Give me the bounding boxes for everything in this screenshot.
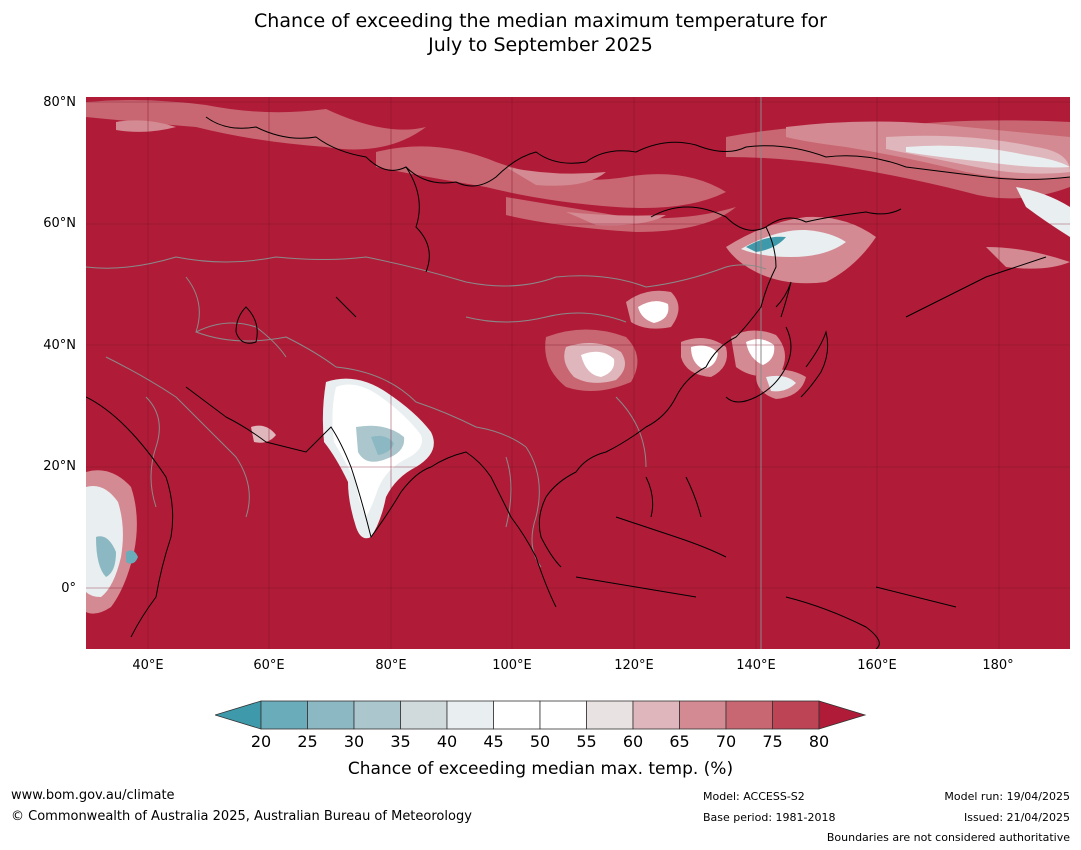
lon-label-80e: 80°E — [375, 658, 407, 673]
website-text: www.bom.gov.au/climate — [11, 788, 175, 803]
issued-text: Issued: 21/04/2025 — [963, 811, 1070, 824]
map-layers — [86, 97, 1070, 649]
colorbar-tick-label: 70 — [715, 732, 737, 751]
colorbar-cell — [772, 700, 820, 730]
colorbar-cell — [493, 700, 541, 730]
lon-label-160e: 160°E — [857, 658, 897, 673]
colorbar-tick-label: 60 — [622, 732, 644, 751]
country-boundaries — [86, 97, 767, 649]
colorbar-tick-label: 35 — [390, 732, 411, 751]
colorbar-cell — [353, 700, 401, 730]
lat-label-80n: 80°N — [43, 95, 76, 110]
colorbar-cell — [260, 700, 308, 730]
lon-label-60e: 60°E — [253, 658, 285, 673]
colorbar-cell — [586, 700, 634, 730]
colorbar-cell — [725, 700, 773, 730]
lon-label-120e: 120°E — [614, 658, 654, 673]
colorbar — [215, 700, 867, 730]
lon-label-140e: 140°E — [736, 658, 776, 673]
lon-label-180: 180° — [982, 658, 1014, 673]
model-run-text: Model run: 19/04/2025 — [944, 790, 1070, 803]
lon-label-100e: 100°E — [492, 658, 532, 673]
colorbar-extend-low — [215, 700, 262, 730]
graticule — [86, 97, 1070, 649]
colorbar-extend-high — [818, 700, 867, 730]
colorbar-cell — [679, 700, 727, 730]
colorbar-cell — [307, 700, 355, 730]
colorbar-tick-label: 40 — [436, 732, 458, 751]
colorbar-cell — [632, 700, 680, 730]
lat-label-20n: 20°N — [43, 459, 76, 474]
lon-label-40e: 40°E — [132, 658, 164, 673]
colorbar-tick-label: 65 — [669, 732, 690, 751]
colorbar-tick-label: 20 — [250, 732, 272, 751]
base-period-text: Base period: 1981-2018 — [703, 811, 836, 824]
lat-label-40n: 40°N — [43, 338, 76, 353]
colorbar-tick-label: 55 — [576, 732, 597, 751]
model-text: Model: ACCESS-S2 — [703, 790, 805, 803]
forecast-map — [86, 97, 1070, 649]
colorbar-label: Chance of exceeding median max. temp. (%… — [347, 759, 734, 779]
map-title: Chance of exceeding the median maximum t… — [0, 9, 1081, 57]
colorbar-tick-label: 30 — [343, 732, 365, 751]
colorbar-tick-label: 45 — [483, 732, 504, 751]
title-line-2: July to September 2025 — [428, 34, 653, 56]
copyright-text: © Commonwealth of Australia 2025, Austra… — [11, 809, 472, 824]
colorbar-tick-label: 75 — [762, 732, 783, 751]
colorbar-cells — [215, 700, 867, 730]
colorbar-cell — [400, 700, 448, 730]
title-line-1: Chance of exceeding the median maximum t… — [254, 10, 827, 32]
coastlines — [86, 116, 1070, 649]
colorbar-tick-label: 50 — [529, 732, 551, 751]
colorbar-cell — [446, 700, 494, 730]
colorbar-tick-label: 25 — [297, 732, 318, 751]
forecast-patches — [86, 100, 1070, 614]
lat-label-0: 0° — [61, 581, 76, 596]
lat-label-60n: 60°N — [43, 216, 76, 231]
disclaimer-text: Boundaries are not considered authoritat… — [826, 831, 1070, 844]
colorbar-tick-label: 80 — [808, 732, 830, 751]
colorbar-cell — [539, 700, 587, 730]
